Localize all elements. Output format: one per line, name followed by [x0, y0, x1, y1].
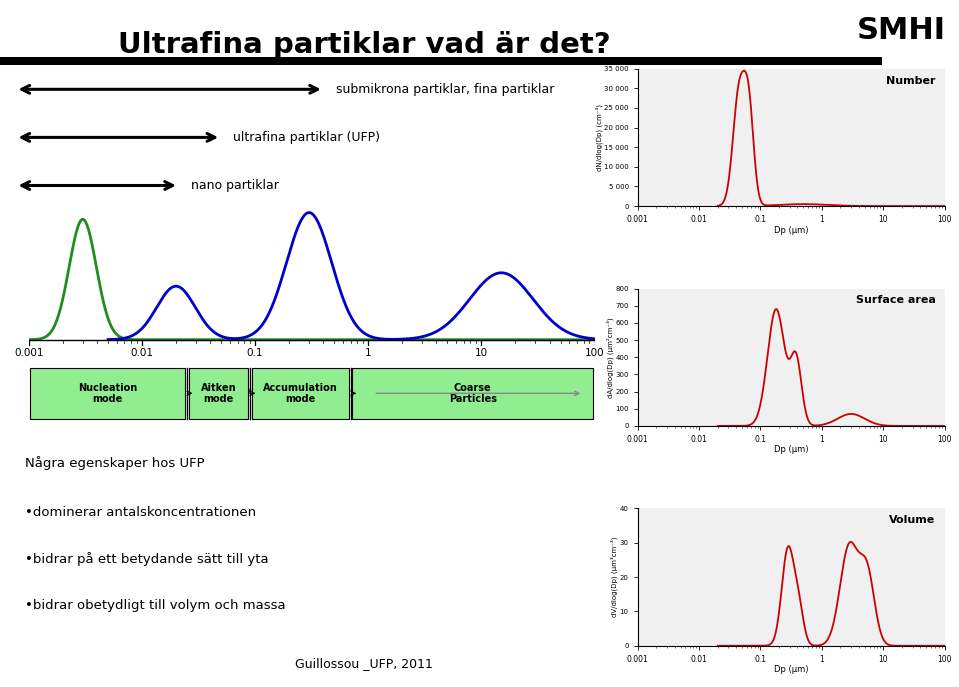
FancyBboxPatch shape [251, 368, 349, 418]
X-axis label: Dp (μm): Dp (μm) [774, 225, 808, 234]
Text: Nucleation
mode: Nucleation mode [79, 383, 137, 404]
X-axis label: Dp (μm): Dp (μm) [774, 445, 808, 454]
Text: •bidrar på ett betydande sätt till yta: •bidrar på ett betydande sätt till yta [25, 552, 269, 566]
Y-axis label: dN/dlog(Dp) (cm⁻³): dN/dlog(Dp) (cm⁻³) [596, 104, 602, 171]
FancyBboxPatch shape [31, 368, 185, 418]
Text: 0.001: 0.001 [14, 348, 43, 358]
Text: Coarse
Particles: Coarse Particles [449, 383, 497, 404]
Text: Ultrafina partiklar vad är det?: Ultrafina partiklar vad är det? [118, 31, 611, 59]
Text: 100: 100 [585, 348, 604, 358]
Text: Particle  Diameter  (μm): Particle Diameter (μm) [236, 383, 387, 396]
Text: Några egenskaper hos UFP: Några egenskaper hos UFP [25, 455, 204, 470]
Text: •dominerar antalskoncentrationen: •dominerar antalskoncentrationen [25, 506, 256, 519]
Text: 1: 1 [365, 348, 371, 358]
Text: Aitken
mode: Aitken mode [200, 383, 236, 404]
Text: nano partiklar: nano partiklar [191, 179, 279, 192]
Text: submikrona partiklar, fina partiklar: submikrona partiklar, fina partiklar [336, 83, 554, 95]
Text: 0.1: 0.1 [246, 348, 264, 358]
X-axis label: Dp (μm): Dp (μm) [774, 665, 808, 674]
Text: 10: 10 [475, 348, 488, 358]
Text: SMHI: SMHI [857, 16, 946, 45]
Text: Accumulation
mode: Accumulation mode [263, 383, 338, 404]
FancyBboxPatch shape [352, 368, 593, 418]
Text: Volume: Volume [889, 515, 935, 526]
Y-axis label: dA/dlog(Dp) (μm²cm⁻³): dA/dlog(Dp) (μm²cm⁻³) [606, 317, 614, 398]
Text: Guillossou _UFP, 2011: Guillossou _UFP, 2011 [295, 657, 433, 670]
Text: Surface area: Surface area [855, 295, 935, 306]
Y-axis label: dV/dlog(Dp) (μm³cm⁻³): dV/dlog(Dp) (μm³cm⁻³) [611, 537, 619, 618]
Text: 0.01: 0.01 [130, 348, 153, 358]
Text: Number: Number [886, 76, 935, 86]
Text: •bidrar obetydligt till volym och massa: •bidrar obetydligt till volym och massa [25, 598, 286, 611]
FancyBboxPatch shape [189, 368, 248, 418]
Text: ultrafina partiklar (UFP): ultrafina partiklar (UFP) [233, 131, 380, 144]
